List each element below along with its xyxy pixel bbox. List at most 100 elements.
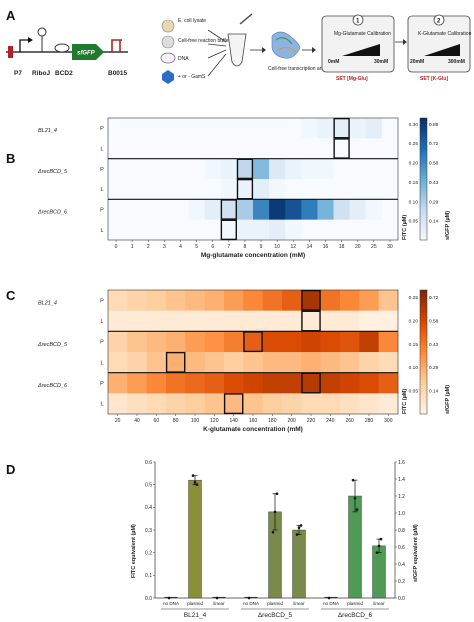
heatmap-cell xyxy=(224,393,244,415)
heatmap-cell xyxy=(253,118,270,139)
heatmap-cell xyxy=(317,179,334,200)
ribozyme-icon xyxy=(37,27,47,37)
heatmap-cell xyxy=(365,158,383,180)
heatmap-cell xyxy=(204,118,222,139)
colorbar-segment xyxy=(420,404,427,409)
colorbar-left-tick: 0.30 xyxy=(409,122,419,128)
heatmap-cell xyxy=(359,310,379,332)
bar xyxy=(372,545,386,599)
group-label: ΔrecBCD_5 xyxy=(37,342,68,348)
x-tick-label: 30 xyxy=(387,244,393,250)
heatmap-cell xyxy=(108,310,128,332)
optimum-highlight xyxy=(301,310,321,332)
optimum-highlight xyxy=(333,117,350,139)
heatmap-cell xyxy=(188,219,205,241)
y-tick-label-right: 1.4 xyxy=(398,477,405,483)
heatmap-frame xyxy=(107,117,399,241)
heatmap-cell xyxy=(253,199,270,220)
heatmap-cell xyxy=(108,331,128,353)
colorbar-segment xyxy=(420,308,427,312)
x-tick-label: 160 xyxy=(249,418,258,424)
colorbar-right-tick: 0.72 xyxy=(429,295,439,301)
colorbar-segment xyxy=(420,386,427,390)
heatmap-cell xyxy=(127,331,147,353)
heatmap-cell xyxy=(378,331,399,353)
heatmap-cell xyxy=(146,352,167,373)
colorbar-left-tick: 0.20 xyxy=(409,318,419,324)
colorbar-segment xyxy=(420,361,427,365)
colorbar-segment xyxy=(420,339,427,343)
x-tick-label: 9 xyxy=(260,244,263,250)
data-point xyxy=(379,537,383,541)
colorbar-segment xyxy=(420,355,427,359)
heatmap-cell xyxy=(282,290,302,311)
output-label: Cell-free transcription and translation xyxy=(268,66,350,72)
heatmap-cell xyxy=(220,199,238,220)
colorbar-frame xyxy=(419,289,428,415)
x-tick-label: 100 xyxy=(191,418,200,424)
heatmap-cell xyxy=(285,158,302,180)
colorbar-segment xyxy=(420,194,427,198)
heatmap-cell xyxy=(269,199,286,220)
heatmap-cell xyxy=(269,118,286,139)
x-tick-label: 60 xyxy=(154,418,160,424)
colorbar-segment xyxy=(420,139,427,143)
heatmap-cell xyxy=(285,118,302,139)
data-point xyxy=(327,596,331,600)
y-tick-label-right: 1.2 xyxy=(398,494,405,500)
calibration-steps: 1 Mg-Glutamate Calibration 0mM 30mM SET … xyxy=(321,14,472,82)
heatmap-cell xyxy=(108,352,128,373)
heatmap-cell xyxy=(224,310,244,332)
data-point xyxy=(375,551,379,554)
heatmap-cell xyxy=(253,179,270,200)
heatmap-cell xyxy=(224,331,244,353)
category-label: no DNA xyxy=(243,601,260,606)
x-tick-label: 180 xyxy=(268,418,277,424)
heatmap-cell xyxy=(127,372,147,394)
colorbar-right-label: sfGFP (µM) xyxy=(445,211,451,240)
heatmap-cell xyxy=(282,310,302,332)
heatmap-cell xyxy=(140,158,157,180)
heatmap-cell xyxy=(282,331,302,353)
tube-icon xyxy=(227,33,247,67)
heatmap-cell xyxy=(220,138,238,159)
colorbar-segment xyxy=(420,367,427,371)
colorbar-segment xyxy=(420,373,427,378)
sfgfp-gene-icon xyxy=(72,44,104,60)
heatmap-cell xyxy=(340,331,360,353)
heatmap-cell xyxy=(365,219,383,241)
heatmap-cell xyxy=(236,219,254,241)
colorbar-segment xyxy=(420,182,427,186)
colorbar-segment xyxy=(420,136,427,140)
x-tick-label: 40 xyxy=(134,418,140,424)
y-axis-label-right: sfGFP equivalent (µM) xyxy=(413,524,419,582)
colorbar-left-tick: 0.15 xyxy=(409,180,419,186)
heatmap-cell xyxy=(185,393,205,415)
x-tick-label: 5 xyxy=(195,244,198,250)
optimum-highlight xyxy=(301,372,321,394)
colorbar-segment xyxy=(420,330,427,334)
heatmap-cell xyxy=(156,179,173,200)
heatmap-cell xyxy=(156,219,173,241)
colorbar-segment xyxy=(420,305,427,309)
heatmap-cell xyxy=(301,158,318,180)
heatmap-cell xyxy=(156,158,173,180)
heatmap-cell xyxy=(220,118,238,139)
gams-icon xyxy=(162,70,174,84)
step2-gradient-icon xyxy=(424,44,460,56)
heatmap-cell xyxy=(185,310,205,332)
heatmap-cell xyxy=(359,290,379,311)
heatmap-cell xyxy=(340,310,360,332)
data-point xyxy=(167,596,171,600)
colorbar-segment xyxy=(420,188,427,192)
colorbar-segment xyxy=(420,169,427,174)
row-label: L xyxy=(100,360,103,366)
row-label: P xyxy=(100,381,104,387)
x-tick-label: 1 xyxy=(131,244,134,250)
colorbar-right-tick: 0.72 xyxy=(429,141,439,147)
heatmap-cell xyxy=(236,158,254,180)
colorbar-left-tick: 0.25 xyxy=(409,295,419,301)
colorbar-segment xyxy=(420,410,427,415)
colorbar-segment xyxy=(420,230,427,235)
heatmap-cell xyxy=(282,352,302,373)
